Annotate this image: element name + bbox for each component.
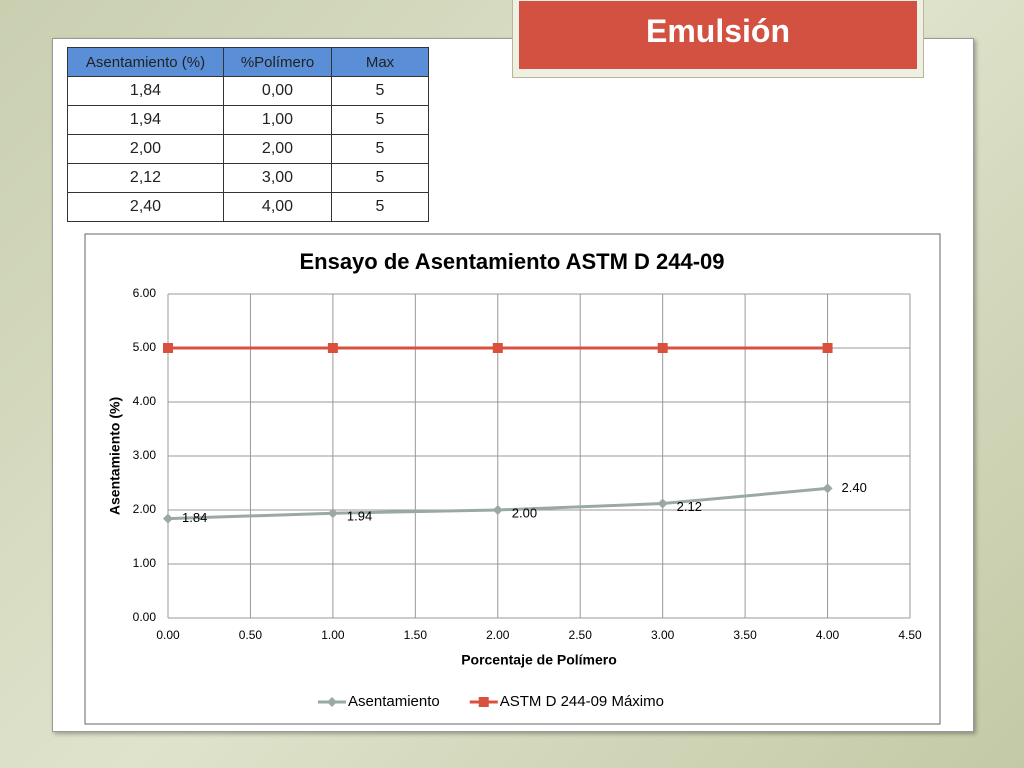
x-tick-label: 3.00	[651, 628, 675, 642]
x-tick-label: 2.00	[486, 628, 510, 642]
table-header: Asentamiento (%) %Polímero Max	[67, 47, 429, 77]
y-tick-label: 1.00	[133, 556, 157, 570]
table-row: 2,40 4,00 5	[67, 192, 429, 222]
table: Asentamiento (%) %Polímero Max 1,84 0,00 5…	[67, 47, 429, 222]
table-cell: 2,40	[67, 192, 224, 222]
y-tick-label: 5.00	[133, 340, 157, 354]
x-tick-label: 4.50	[898, 628, 922, 642]
title-box: Emulsión	[512, 0, 924, 78]
table-cell: 5	[331, 105, 429, 135]
data-point	[657, 343, 668, 353]
x-tick-label: 0.00	[156, 628, 180, 642]
y-tick-label: 4.00	[133, 394, 157, 408]
slide-title: Emulsión	[519, 1, 917, 69]
x-tick-label: 2.50	[569, 628, 593, 642]
data-label: 2.40	[842, 480, 867, 495]
chart-title: Ensayo de Asentamiento ASTM D 244-09	[299, 249, 724, 274]
table-cell: 2,00	[67, 134, 224, 164]
y-tick-label: 3.00	[133, 448, 157, 462]
y-axis-label: Asentamiento (%)	[107, 397, 123, 515]
data-point	[327, 343, 338, 353]
legend-label: Asentamiento	[348, 693, 440, 710]
table-cell: 2,00	[223, 134, 332, 164]
legend-marker	[478, 697, 489, 707]
data-point	[163, 343, 173, 353]
data-point	[657, 498, 668, 509]
data-point	[163, 513, 173, 524]
legend-marker	[327, 697, 337, 707]
table-row: 1,94 1,00 5	[67, 105, 429, 135]
x-tick-label: 0.50	[239, 628, 263, 642]
data-point	[327, 508, 338, 519]
data-point	[822, 343, 833, 353]
data-point	[822, 483, 833, 494]
legend-label: ASTM D 244-09 Máximo	[500, 693, 664, 710]
table-cell: 4,00	[223, 192, 332, 222]
table-cell: 1,94	[67, 105, 224, 135]
header-cell: Asentamiento (%)	[67, 47, 224, 77]
header-cell: %Polímero	[223, 47, 332, 77]
data-label: 2.00	[512, 505, 537, 520]
x-tick-label: 4.00	[816, 628, 840, 642]
table-cell: 5	[331, 192, 429, 222]
x-tick-label: 3.50	[733, 628, 757, 642]
data-label: 2.12	[677, 499, 702, 514]
table-row: 1,84 0,00 5	[67, 76, 429, 106]
data-label: 1.94	[347, 509, 372, 524]
y-tick-label: 6.00	[133, 286, 157, 300]
x-axis-label: Porcentaje de Polímero	[461, 652, 617, 668]
header-cell: Max	[331, 47, 429, 77]
y-tick-label: 0.00	[133, 610, 157, 624]
table-body: 1,84 0,00 5 1,94 1,00 5 2,00 2,00 5 2,12 3,00 5 2,40…	[67, 76, 429, 222]
chart-frame	[84, 233, 941, 725]
table-row: 2,12 3,00 5	[67, 163, 429, 193]
y-tick-label: 2.00	[133, 502, 157, 516]
data-point	[492, 343, 503, 353]
data-label: 1.84	[182, 510, 207, 525]
x-tick-label: 1.00	[321, 628, 345, 642]
table-cell: 1,84	[67, 76, 224, 106]
data-point	[492, 505, 503, 515]
x-tick-label: 1.50	[404, 628, 428, 642]
